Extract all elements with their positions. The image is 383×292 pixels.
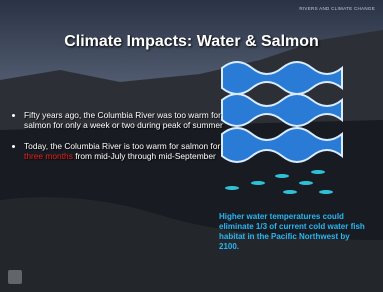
bullet-text: from mid-July through mid-September bbox=[73, 151, 216, 161]
bullet-list: Fifty years ago, the Columbia River was … bbox=[10, 110, 224, 172]
callout: Higher water temperatures could eliminat… bbox=[219, 212, 369, 252]
bullet: Today, the Columbia River is too warm fo… bbox=[24, 141, 224, 161]
bullet-text: Today, the Columbia River is too warm fo… bbox=[24, 141, 220, 151]
header-tag: RIVERS AND CLIMATE CHANGE bbox=[299, 6, 375, 11]
bullet: Fifty years ago, the Columbia River was … bbox=[24, 110, 224, 130]
bullet-text: Fifty years ago, the Columbia River was … bbox=[24, 110, 223, 130]
bullet-highlight: three months bbox=[24, 151, 73, 161]
slide-title: Climate Impacts: Water & Salmon bbox=[0, 33, 383, 51]
slide: RIVERS AND CLIMATE CHANGE Climate Impact… bbox=[0, 0, 383, 292]
